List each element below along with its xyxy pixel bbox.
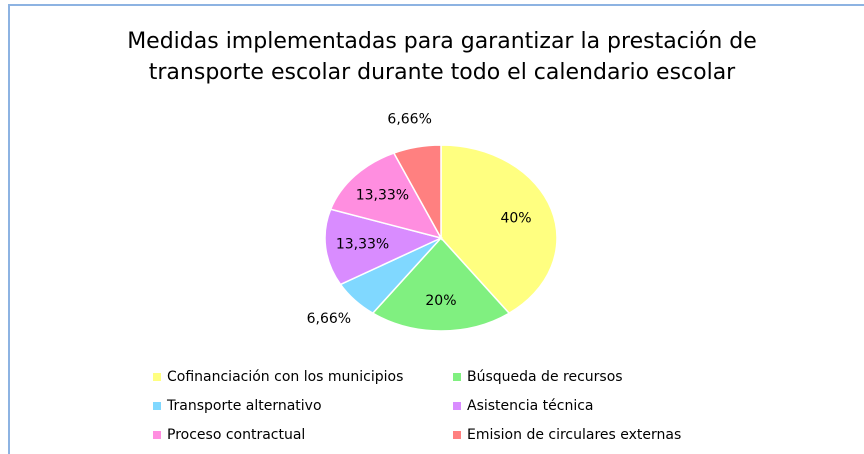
legend-marker (153, 402, 161, 410)
legend-marker (153, 373, 161, 381)
pie-slice (371, 236, 511, 332)
legend-label: Emision de circulares externas (467, 427, 681, 443)
legend-marker (153, 431, 161, 439)
chart-frame (8, 4, 864, 454)
legend-label: Asistencia técnica (467, 398, 594, 414)
data-label: 20% (425, 293, 456, 309)
legend-marker (453, 373, 461, 381)
legend-label: Transporte alternativo (166, 398, 322, 414)
data-label: 13,33% (336, 237, 389, 253)
pie-slice (392, 144, 442, 241)
legend-label: Búsqueda de recursos (467, 369, 623, 385)
legend-marker (453, 402, 461, 410)
pie-slice (329, 152, 443, 240)
pie-slice (440, 144, 558, 315)
legend-marker (453, 431, 461, 439)
chart-title: Medidas implementadas para garantizar la… (127, 29, 757, 85)
legend-label: Proceso contractual (167, 427, 305, 443)
pie-slice (324, 208, 444, 286)
data-label: 13,33% (356, 188, 409, 204)
data-label: 6,66% (307, 311, 351, 327)
data-label: 40% (500, 210, 531, 226)
data-label: 6,66% (387, 112, 431, 128)
legend-label: Cofinanciación con los municipios (167, 369, 403, 385)
